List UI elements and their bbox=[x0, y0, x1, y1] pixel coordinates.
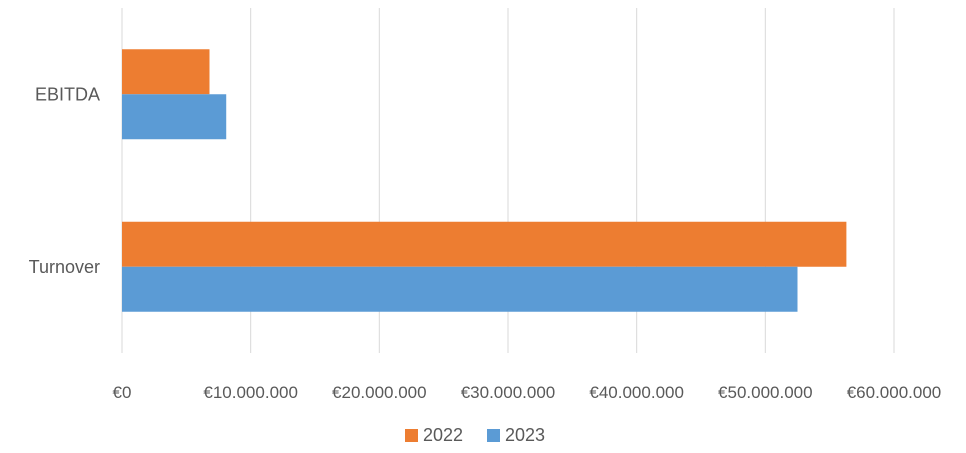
legend: 2022 2023 bbox=[405, 425, 545, 445]
x-tick-label: €30.000.000 bbox=[461, 383, 556, 402]
category-label: EBITDA bbox=[35, 84, 100, 104]
x-tick-label: €60.000.000 bbox=[847, 383, 942, 402]
x-axis-tick-labels: €0 €10.000.000 €20.000.000 €30.000.000 €40.0… bbox=[113, 383, 942, 402]
bar-ebitda-2022 bbox=[122, 49, 210, 95]
legend-swatch-2022 bbox=[405, 429, 418, 442]
bar-turnover-2022 bbox=[122, 221, 847, 267]
bar-turnover-2023 bbox=[122, 266, 798, 312]
x-tick-label: €50.000.000 bbox=[718, 383, 813, 402]
category-label: Turnover bbox=[29, 257, 100, 277]
category-labels: Turnover EBITDA bbox=[29, 84, 100, 277]
legend-label: 2022 bbox=[423, 425, 463, 445]
legend-label: 2023 bbox=[505, 425, 545, 445]
gridlines bbox=[121, 8, 895, 353]
x-tick-label: €0 bbox=[113, 383, 132, 402]
x-tick-label: €10.000.000 bbox=[203, 383, 298, 402]
x-tick-label: €40.000.000 bbox=[589, 383, 684, 402]
x-tick-label: €20.000.000 bbox=[332, 383, 427, 402]
bar-ebitda-2023 bbox=[122, 94, 227, 140]
bars bbox=[122, 49, 847, 312]
legend-swatch-2023 bbox=[487, 429, 500, 442]
